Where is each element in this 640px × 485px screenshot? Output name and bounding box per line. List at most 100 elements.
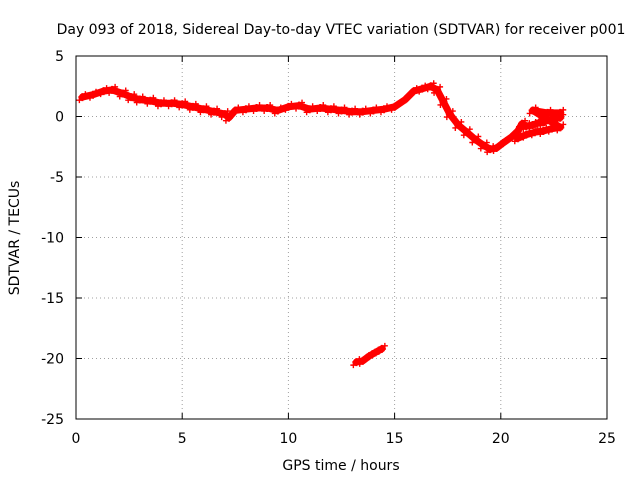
data-point-scatter: [222, 117, 229, 124]
x-tick-label: 5: [178, 431, 187, 447]
y-axis-title: SDTVAR / TECUs: [7, 181, 23, 296]
data-point-scatter: [554, 127, 561, 134]
data-point-scatter: [551, 122, 558, 129]
data-point-scatter: [239, 109, 246, 116]
y-tick-label: -10: [41, 231, 64, 247]
data-point-scatter: [82, 91, 89, 98]
y-tick-label: -25: [41, 412, 64, 428]
data-point-scatter: [186, 106, 193, 113]
grid-layer: [76, 56, 607, 419]
data-point-scatter: [76, 97, 83, 104]
data-point-scatter: [303, 109, 310, 116]
data-point-scatter: [545, 128, 552, 135]
data-point-scatter: [541, 112, 548, 119]
data-point-scatter: [176, 104, 183, 111]
data-point-scatter: [144, 100, 151, 107]
data-point-scatter: [224, 108, 231, 115]
data-point-scatter: [267, 102, 274, 109]
x-tick-label: 20: [492, 431, 510, 447]
data-point-scatter: [424, 86, 431, 93]
data-point-scatter: [443, 95, 450, 102]
data-point-scatter: [131, 91, 138, 98]
series-secondary: [511, 104, 567, 145]
data-point-scatter: [150, 94, 157, 101]
data-point-scatter: [122, 87, 129, 94]
data-point-scatter: [125, 97, 132, 104]
data-point-scatter: [277, 104, 284, 111]
y-tick-label: -20: [41, 352, 64, 368]
data-point-scatter: [335, 110, 342, 117]
x-axis-title: GPS time / hours: [282, 458, 399, 474]
y-tick-label: -5: [50, 170, 64, 186]
data-point-scatter: [367, 110, 374, 117]
data-point-scatter: [356, 111, 363, 118]
x-tick-label: 15: [386, 431, 404, 447]
series-main: [76, 80, 567, 156]
data-point-scatter: [92, 88, 99, 95]
data-point-scatter: [112, 83, 119, 90]
data-point-scatter: [103, 85, 110, 92]
data-point-scatter: [496, 143, 503, 150]
data-point-scatter: [520, 134, 527, 141]
series-band-main: [78, 82, 564, 153]
y-tick-label: -15: [41, 291, 64, 307]
data-point-scatter: [431, 89, 438, 96]
data-point-scatter: [369, 352, 376, 359]
data-point-scatter: [299, 99, 306, 106]
data-layer: [76, 80, 567, 369]
data-point-scatter: [139, 93, 146, 100]
data-point-scatter: [534, 126, 541, 133]
data-point-scatter: [182, 98, 189, 105]
data-point-scatter: [373, 104, 380, 111]
data-point-scatter: [475, 133, 482, 140]
data-point-scatter: [375, 348, 382, 355]
data-point-scatter: [208, 111, 215, 118]
data-point-scatter: [522, 117, 529, 124]
data-point-scatter: [537, 122, 544, 129]
x-tick-label: 25: [598, 431, 616, 447]
data-point-scatter: [309, 103, 316, 110]
data-point-scatter: [528, 132, 535, 139]
data-point-scatter: [245, 103, 252, 110]
data-point-scatter: [282, 106, 289, 113]
data-point-scatter: [516, 123, 523, 130]
data-point-scatter: [165, 103, 172, 110]
data-point-scatter: [250, 108, 257, 115]
data-point-scatter: [520, 126, 527, 133]
data-point-scatter: [484, 149, 491, 156]
data-point-scatter: [547, 106, 554, 113]
data-point-scatter: [483, 139, 490, 146]
data-point-scatter: [324, 109, 331, 116]
data-point-scatter: [560, 106, 567, 113]
series-outlier: [350, 342, 388, 369]
data-point-scatter: [352, 105, 359, 112]
data-point-scatter: [235, 104, 242, 111]
data-point-scatter: [466, 126, 473, 133]
data-point-scatter: [437, 101, 444, 108]
y-tick-label: 0: [55, 110, 64, 126]
data-point-scatter: [449, 108, 456, 115]
data-point-scatter: [452, 124, 459, 131]
data-point-scatter: [490, 147, 497, 154]
data-point-scatter: [256, 102, 263, 109]
data-point-scatter: [399, 99, 406, 106]
data-point-scatter: [192, 100, 199, 107]
data-point-scatter: [350, 362, 357, 369]
label-layer: 0 5 10 15 20 25 5 0 -5 -10 -15 -20 -25: [41, 49, 616, 447]
data-point-scatter: [511, 131, 518, 138]
data-point-scatter: [388, 106, 395, 113]
data-point-scatter: [505, 137, 512, 144]
data-point-scatter: [458, 118, 465, 125]
data-point-scatter: [537, 131, 544, 138]
data-point-scatter: [154, 103, 161, 110]
tick-layer: [75, 55, 608, 420]
data-point-scatter: [97, 91, 104, 98]
data-point-scatter: [377, 109, 384, 116]
data-point-scatter: [381, 342, 388, 349]
data-point-scatter: [106, 89, 113, 96]
data-point-scatter: [469, 139, 476, 146]
data-point-scatter: [293, 105, 300, 112]
data-point-scatter: [383, 103, 390, 110]
